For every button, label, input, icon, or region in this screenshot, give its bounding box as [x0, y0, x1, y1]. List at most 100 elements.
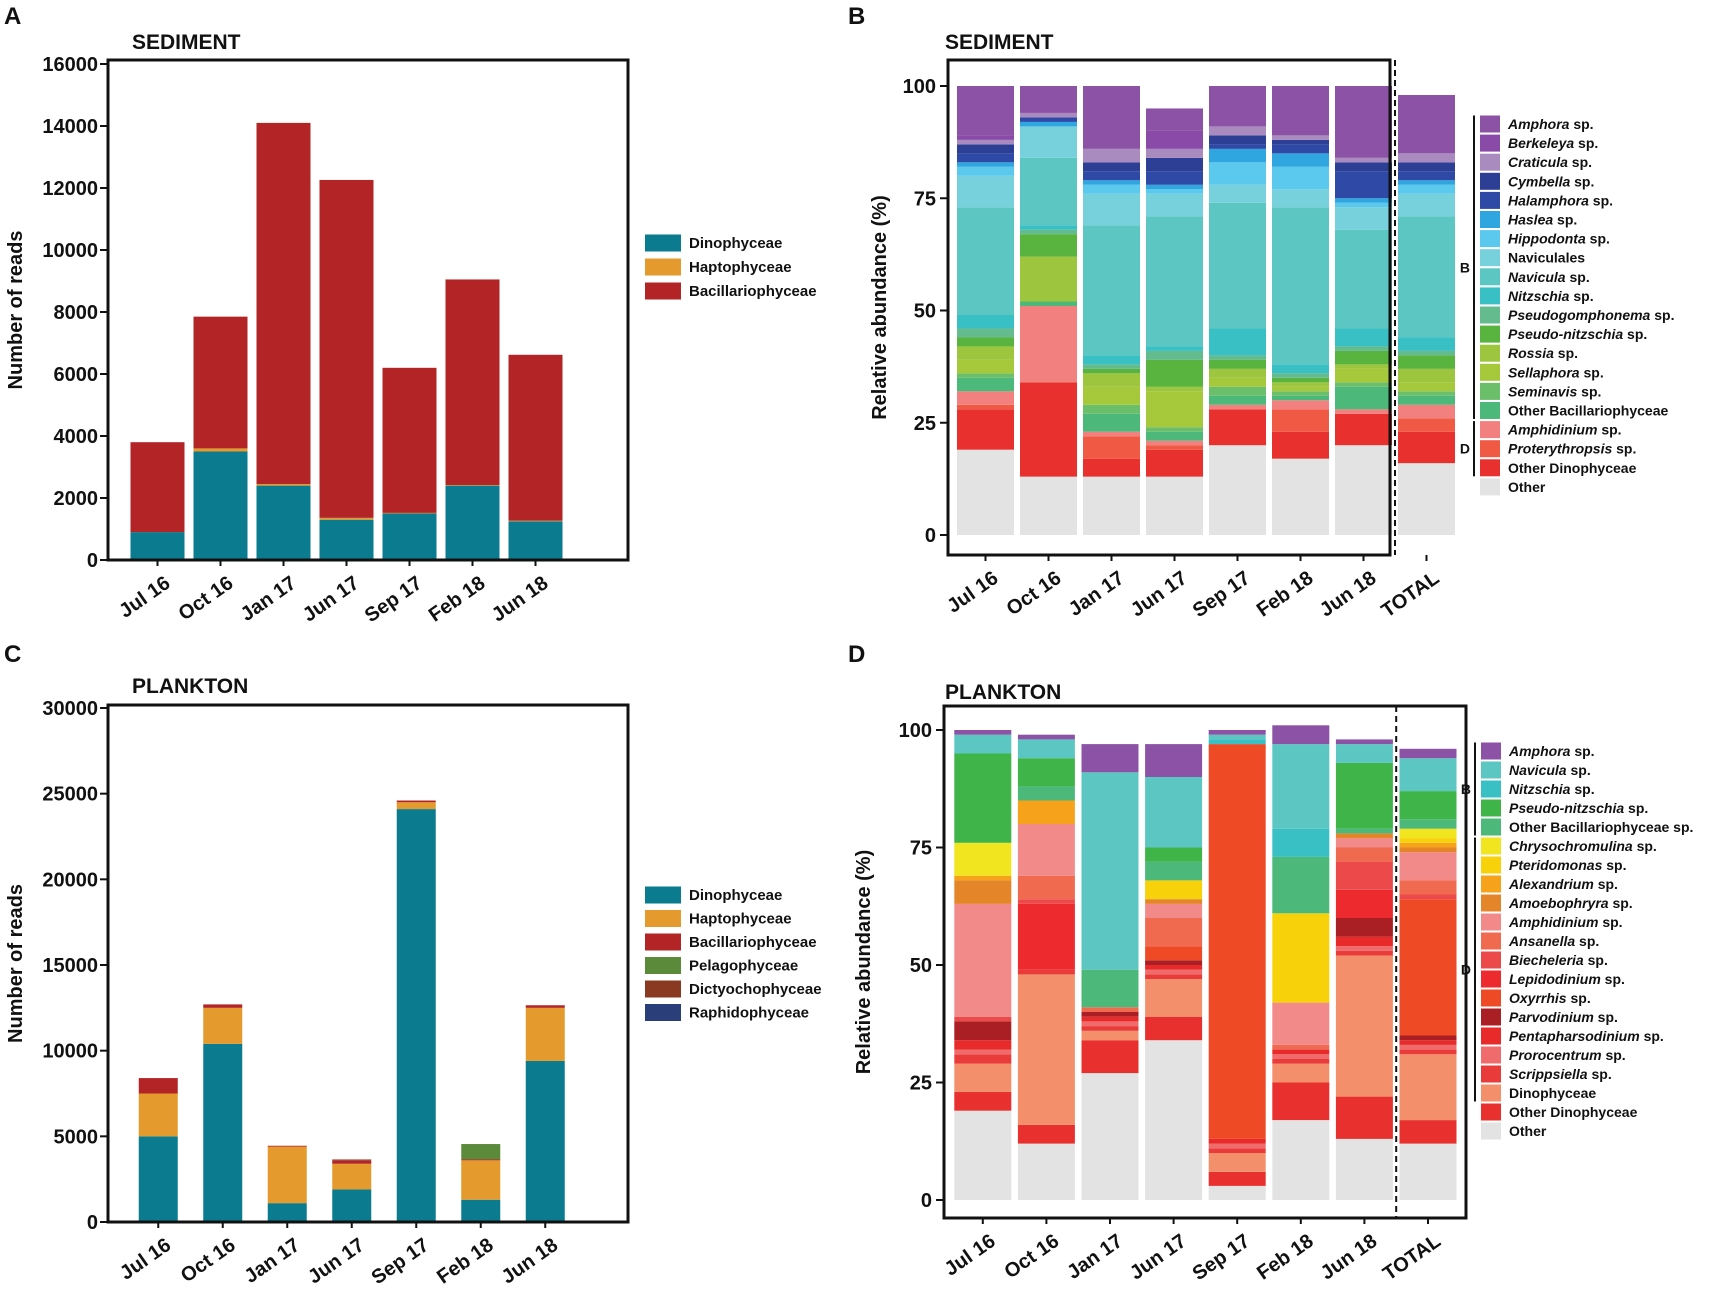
x-tick-label: Jan 17 — [240, 1234, 304, 1288]
bar-segment-navicula-sp-feb-18 — [1272, 744, 1330, 829]
bar-segment-amphora-sp-jan-17 — [1081, 744, 1139, 773]
bar-segment-pseudogomphonema-sp-jun-17 — [1146, 350, 1203, 360]
bar-segment-haptophyceae-jun-17 — [319, 517, 374, 520]
bar-segment-other-dinophyceae-jun-18 — [1335, 1096, 1393, 1139]
x-tick-label: Jul 16 — [943, 567, 1002, 618]
bar-segment-lepidodinium-sp-jun-18 — [1335, 889, 1393, 918]
legend-swatch-nitzschia-sp — [1480, 287, 1500, 305]
bar-segment-alexandrium-sp-oct-16 — [1017, 800, 1075, 824]
bar-segment-naviculales-total — [1398, 193, 1455, 217]
legend-label-pteridomonas-sp: Pteridomonas sp. — [1509, 857, 1626, 873]
bar-segment-dinophyceae-sep-17 — [1208, 1153, 1266, 1172]
bar-segment-halamphora-sp-jul-16 — [957, 153, 1014, 163]
bar-segment-other-bacillariophyceae-jun-17 — [1145, 861, 1203, 881]
x-tick-label: Oct 16 — [177, 1234, 240, 1287]
bar-segment-hippodonta-sp-jun-18 — [1335, 202, 1392, 208]
bar-segment-halamphora-sp-oct-16 — [1020, 117, 1077, 122]
bar-segment-pseudo-nitzschia-sp-oct-16 — [1020, 234, 1077, 257]
legend-label-other: Other — [1508, 479, 1546, 495]
legend-swatch-proterythropsis-sp — [1480, 440, 1500, 458]
bar-segment-amphora-sp-total — [1398, 94, 1455, 154]
x-tick-label: Sep 17 — [1189, 1230, 1254, 1285]
legend-group-label: D — [1461, 962, 1471, 978]
legend-swatch-haslea-sp — [1480, 211, 1500, 228]
bar-segment-pentapharsodinium-sp-jan-17 — [1081, 1016, 1139, 1022]
bar-segment-pseudo-nitzschia-sp-jan-17 — [1083, 368, 1140, 374]
bar-segment-dinophyceae-oct-16 — [1017, 974, 1075, 1125]
bar-segment-amphidinium-sp-jun-18 — [1335, 838, 1393, 848]
bar-segment-amphora-sp-oct-16 — [1020, 86, 1077, 113]
x-tick-label: Jun 18 — [498, 1234, 563, 1288]
bar-segment-bacillariophyceae-sep-17 — [382, 367, 437, 513]
bar-segment-biecheleria-sp-jul-16 — [954, 1016, 1012, 1022]
bar-segment-other-bacillariophyceae-sep-17 — [1209, 395, 1266, 405]
x-tick-label: Jun 18 — [1316, 567, 1381, 621]
bar-segment-dinophyceae-jun-17 — [1145, 979, 1203, 1017]
bar-segment-chrysochromulina-sp-total — [1399, 828, 1457, 839]
legend-swatch-pseudogomphonema-sp — [1480, 306, 1500, 324]
bar-segment-bacillariophyceae-oct-16 — [193, 316, 248, 449]
y-tick-label: 75 — [914, 188, 936, 210]
bar-segment-scrippsiella-sp-jan-17 — [1081, 1026, 1139, 1031]
y-tick-label: 10000 — [42, 1041, 98, 1063]
bar-segment-amphidinium-sp-oct-16 — [1020, 306, 1077, 383]
bar-segment-proterythropsis-sp-jul-16 — [957, 404, 1014, 410]
bar-segment-biecheleria-sp-jun-18 — [1335, 861, 1393, 890]
bar-segment-cymbella-sp-jun-18 — [1335, 162, 1392, 172]
y-tick-label: 100 — [903, 76, 936, 98]
legend-label-sellaphora-sp: Sellaphora sp. — [1508, 364, 1604, 380]
bar-segment-other-dinophyceae-oct-16 — [1020, 382, 1077, 477]
panel-letter-a: A — [4, 3, 21, 30]
legend-label-cymbella-sp: Cymbella sp. — [1508, 173, 1594, 189]
bar-segment-navicula-sp-jun-18 — [1335, 229, 1392, 329]
bar-segment-pseudogomphonema-sp-sep-17 — [1209, 355, 1266, 360]
plot-frame — [106, 703, 630, 1224]
bar-segment-scrippsiella-sp-jul-16 — [954, 1054, 1012, 1064]
legend-group-label: D — [1460, 441, 1470, 457]
legend-label-seminavis-sp: Seminavis sp. — [1508, 383, 1601, 399]
y-tick-label: 14000 — [42, 116, 98, 138]
x-tick-label: Jun 18 — [1317, 1230, 1382, 1284]
bar-segment-navicula-sp-jan-17 — [1083, 225, 1140, 356]
bar-segment-pteridomonas-sp-total — [1399, 838, 1457, 843]
bar-segment-amphora-sp-jan-17 — [1083, 86, 1140, 149]
legend-label-pentapharsodinium-sp: Pentapharsodinium sp. — [1509, 1028, 1664, 1044]
legend-swatch-pseudo-nitzschia-sp — [1480, 325, 1500, 343]
bar-segment-cymbella-sp-feb-18 — [1272, 139, 1329, 145]
bar-segment-other-bacillariophyceae-feb-18 — [1272, 395, 1329, 401]
bar-segment-cymbella-sp-sep-17 — [1209, 135, 1266, 145]
bar-segment-rossia-sp-total — [1398, 368, 1455, 383]
bar-segment-pseudo-nitzschia-sp-jul-16 — [957, 337, 1014, 347]
bar-segment-other-bacillariophyceae-total — [1398, 395, 1455, 405]
bar-segment-haptophyceae-feb-18 — [445, 484, 500, 486]
bar-segment-ansanella-sp-jun-17 — [1145, 918, 1203, 947]
bar-segment-naviculales-feb-18 — [1272, 189, 1329, 208]
bar-segment-amoebophryra-sp-jun-18 — [1335, 833, 1393, 839]
bar-segment-alexandrium-sp-total — [1399, 842, 1457, 848]
y-tick-label: 25 — [910, 1073, 932, 1095]
bar-segment-other-oct-16 — [1020, 476, 1077, 535]
bar-segment-prorocentrum-sp-jul-16 — [954, 1049, 1012, 1055]
bar-segment-oxyrrhis-sp-jun-17 — [1145, 946, 1203, 961]
bar-segment-other-dinophyceae-jul-16 — [954, 1091, 1012, 1111]
bar-segment-dinophyceae-sep-17 — [396, 809, 436, 1222]
legend-swatch-sellaphora-sp — [1480, 363, 1500, 381]
x-tick-label: Jun 17 — [1126, 1230, 1191, 1284]
bar-segment-pelagophyceae-feb-18 — [461, 1144, 501, 1160]
bar-segment-amphidinium-sp-feb-18 — [1272, 400, 1329, 410]
bar-segment-parvodinium-sp-total — [1399, 1035, 1457, 1041]
bar-segment-haptophyceae-jul-16 — [138, 1093, 178, 1137]
bar-segment-berkeleya-sp-jul-16 — [957, 135, 1014, 140]
bar-segment-ansanella-sp-jun-18 — [1335, 847, 1393, 862]
bar-segment-nitzschia-sp-feb-18 — [1272, 364, 1329, 374]
bar-segment-pentapharsodinium-sp-jun-17 — [1145, 965, 1203, 970]
bar-segment-navicula-sp-oct-16 — [1020, 157, 1077, 226]
bar-segment-amphidinium-sp-total — [1398, 404, 1455, 419]
legend-label-amphidinium-sp: Amphidinium sp. — [1508, 914, 1623, 930]
legend-label-alexandrium-sp: Alexandrium sp. — [1508, 876, 1618, 892]
y-tick-label: 25000 — [42, 784, 98, 806]
bar-segment-other-dinophyceae-feb-18 — [1272, 431, 1329, 459]
bar-segment-other-jul-16 — [954, 1110, 1012, 1200]
bar-segment-dinophyceae-jan-17 — [1081, 1030, 1139, 1041]
